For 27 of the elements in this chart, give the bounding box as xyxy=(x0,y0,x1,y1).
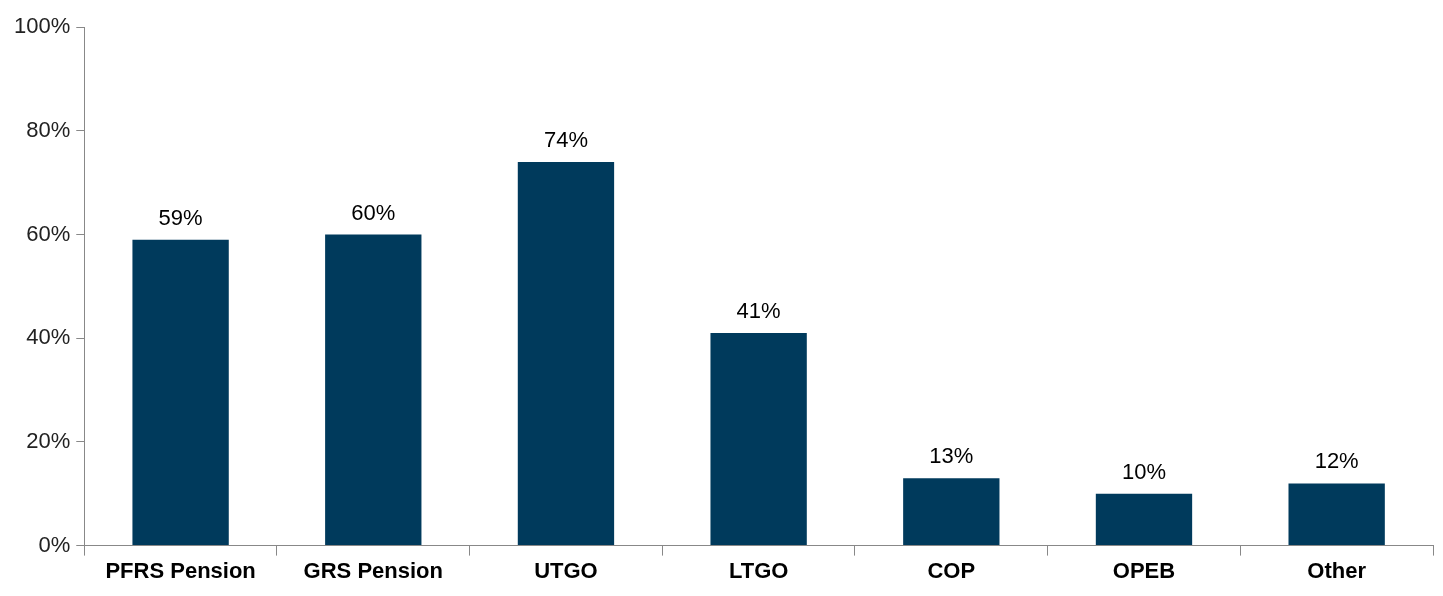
bar xyxy=(1095,493,1193,546)
bar xyxy=(517,161,615,546)
data-label: 10% xyxy=(1121,458,1167,484)
x-tick-label: GRS Pension xyxy=(303,557,443,583)
data-label: 41% xyxy=(736,298,781,324)
y-tick-label: 80% xyxy=(26,116,71,142)
bar xyxy=(710,333,807,546)
y-tick-label: 60% xyxy=(26,220,71,246)
bar xyxy=(1288,483,1385,546)
y-tick-label: 0% xyxy=(38,531,71,557)
x-tick-label: OPEB xyxy=(1112,557,1176,583)
data-label: 60% xyxy=(351,199,396,225)
data-label: 13% xyxy=(929,443,974,469)
x-tick-label: Other xyxy=(1307,557,1367,583)
data-label: 74% xyxy=(543,127,588,153)
data-label: 59% xyxy=(158,204,203,230)
data-label: 12% xyxy=(1314,448,1359,474)
x-tick-label: PFRS Pension xyxy=(105,557,256,583)
bar xyxy=(132,239,229,546)
y-tick-label: 100% xyxy=(13,13,71,39)
bar xyxy=(903,478,1000,546)
x-tick-label: UTGO xyxy=(534,557,598,583)
y-tick-label: 40% xyxy=(26,324,71,350)
bar xyxy=(325,234,422,546)
y-tick-label: 20% xyxy=(26,427,71,453)
x-tick-label: COP xyxy=(927,557,976,583)
x-tick-label: LTGO xyxy=(728,557,789,583)
